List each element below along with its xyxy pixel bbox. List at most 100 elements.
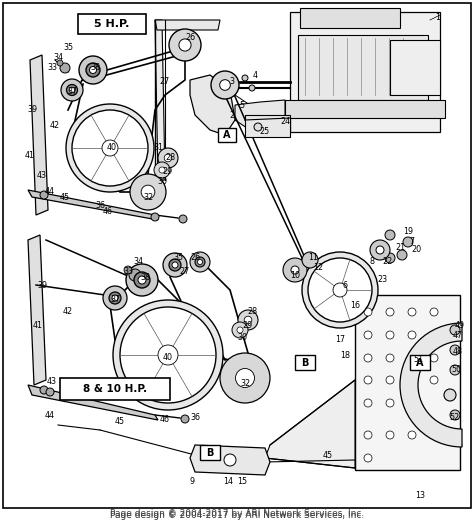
Circle shape [408, 376, 416, 384]
Text: 32: 32 [143, 193, 153, 202]
Polygon shape [265, 380, 355, 468]
Circle shape [220, 353, 270, 403]
Circle shape [60, 63, 70, 73]
Text: 48: 48 [453, 347, 463, 356]
Circle shape [40, 191, 48, 199]
Circle shape [179, 215, 187, 223]
Circle shape [364, 354, 372, 362]
Circle shape [444, 389, 456, 401]
Bar [200, 445, 220, 460]
Circle shape [385, 253, 395, 263]
Text: 45: 45 [115, 418, 125, 427]
Circle shape [169, 259, 181, 271]
Text: 32: 32 [240, 379, 250, 388]
Wedge shape [400, 323, 462, 447]
Text: 26: 26 [185, 34, 195, 42]
Text: 23: 23 [377, 276, 387, 285]
Circle shape [450, 410, 460, 420]
Text: 6: 6 [343, 280, 347, 289]
Text: 8 & 10 H.P.: 8 & 10 H.P. [83, 384, 147, 394]
Circle shape [219, 80, 230, 90]
Circle shape [79, 56, 107, 84]
Circle shape [302, 252, 378, 328]
Text: 22: 22 [383, 257, 393, 267]
Circle shape [159, 167, 165, 173]
Circle shape [364, 331, 372, 339]
Text: A: A [416, 358, 424, 368]
Text: 43: 43 [47, 377, 57, 387]
Polygon shape [155, 20, 165, 180]
Circle shape [46, 388, 54, 396]
Bar [245, 115, 290, 137]
Circle shape [408, 331, 416, 339]
Text: 40: 40 [163, 354, 173, 363]
Circle shape [408, 354, 416, 362]
Circle shape [134, 272, 150, 288]
Polygon shape [30, 55, 48, 215]
Text: 42: 42 [50, 121, 60, 129]
Circle shape [254, 123, 262, 131]
Circle shape [124, 266, 132, 274]
Text: 5 H.P.: 5 H.P. [94, 19, 130, 29]
Circle shape [430, 331, 438, 339]
Bar [290, 12, 440, 132]
Text: 13: 13 [415, 490, 425, 499]
Text: 17: 17 [335, 335, 345, 344]
Polygon shape [190, 75, 235, 135]
Bar [285, 100, 445, 118]
Text: 39: 39 [27, 105, 37, 115]
Text: 24: 24 [280, 117, 290, 126]
Text: 35: 35 [63, 43, 73, 52]
Circle shape [430, 431, 438, 439]
Circle shape [242, 75, 248, 81]
Circle shape [86, 63, 100, 77]
Text: 37: 37 [67, 88, 77, 96]
Circle shape [138, 276, 146, 284]
Circle shape [211, 71, 239, 99]
Text: 19: 19 [403, 227, 413, 236]
Circle shape [376, 246, 384, 254]
Text: 10: 10 [290, 270, 300, 279]
Polygon shape [155, 20, 220, 30]
Circle shape [120, 307, 216, 403]
Circle shape [386, 376, 394, 384]
Text: 7: 7 [410, 237, 415, 246]
Text: 30: 30 [157, 178, 167, 187]
Circle shape [198, 259, 202, 265]
Circle shape [333, 283, 347, 297]
Circle shape [237, 327, 243, 333]
Circle shape [308, 258, 372, 322]
Text: 46: 46 [160, 416, 170, 424]
Circle shape [154, 162, 170, 178]
Circle shape [385, 230, 395, 240]
Text: 33: 33 [123, 267, 133, 277]
Circle shape [397, 250, 407, 260]
Circle shape [450, 325, 460, 335]
Text: 27: 27 [180, 267, 190, 277]
Text: 29: 29 [243, 321, 253, 330]
Bar [78, 14, 146, 34]
Circle shape [386, 331, 394, 339]
Text: 29: 29 [163, 168, 173, 177]
Text: 5: 5 [239, 101, 245, 110]
Text: 42: 42 [63, 308, 73, 316]
Text: Page design © 2004-2017 by ARI Network Services, Inc.: Page design © 2004-2017 by ARI Network S… [110, 509, 364, 519]
Text: 35: 35 [173, 254, 183, 263]
Circle shape [386, 431, 394, 439]
Text: 3: 3 [229, 78, 235, 86]
Text: 30: 30 [237, 333, 247, 343]
Text: 16: 16 [350, 300, 360, 310]
Text: 36: 36 [190, 413, 200, 422]
Polygon shape [235, 100, 285, 130]
Text: 46: 46 [103, 208, 113, 216]
Text: 8: 8 [370, 257, 374, 267]
Circle shape [450, 345, 460, 355]
Text: B: B [301, 358, 309, 368]
Circle shape [430, 308, 438, 316]
Circle shape [40, 386, 48, 394]
Circle shape [112, 295, 118, 301]
Text: 14: 14 [223, 477, 233, 486]
Text: 39: 39 [37, 280, 47, 289]
Bar [218, 128, 236, 142]
Bar [295, 355, 315, 370]
